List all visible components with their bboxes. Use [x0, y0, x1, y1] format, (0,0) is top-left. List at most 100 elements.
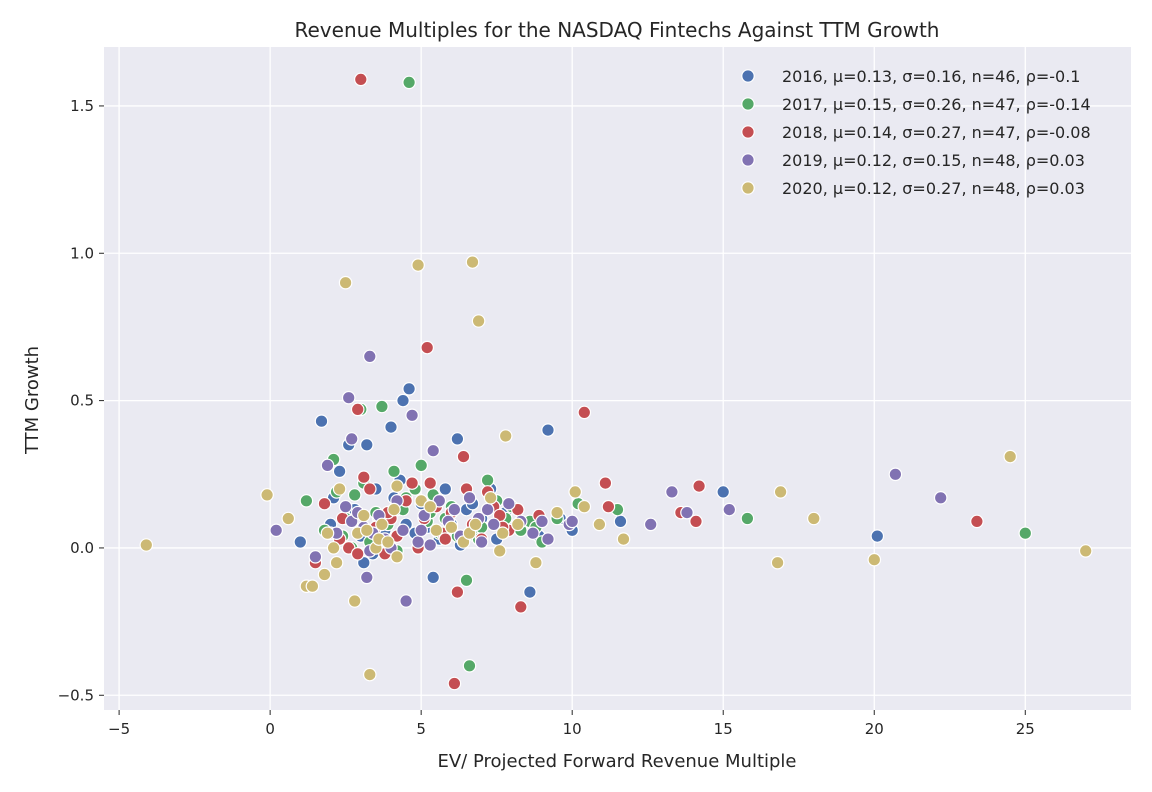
- data-point-series-4: [281, 511, 296, 526]
- data-point-series-3: [888, 467, 903, 482]
- data-point-series-2: [689, 514, 703, 529]
- legend-marker: [741, 69, 755, 83]
- data-point-series-4: [468, 517, 483, 532]
- data-point-series-2: [362, 482, 377, 496]
- data-point-series-4: [444, 520, 459, 535]
- data-point-series-4: [498, 429, 513, 443]
- data-point-series-3: [396, 523, 410, 538]
- data-point-series-0: [314, 414, 329, 428]
- legend-entry-label: 2016, μ=0.13, σ=0.16, n=46, ρ=-0.1: [782, 67, 1080, 86]
- legend-entry-label: 2018, μ=0.14, σ=0.27, n=47, ρ=-0.08: [782, 123, 1091, 142]
- data-point-series-4: [492, 544, 507, 558]
- y-tick-label: 1.0: [70, 244, 94, 262]
- x-tick-label: 0: [265, 720, 275, 738]
- chart-title: Revenue Multiples for the NASDAQ Fintech…: [295, 18, 940, 42]
- data-point-series-3: [414, 523, 428, 538]
- data-point-series-0: [523, 585, 537, 599]
- legend-entry-label: 2020, μ=0.12, σ=0.27, n=48, ρ=0.03: [782, 179, 1085, 198]
- data-point-series-4: [390, 479, 404, 493]
- data-point-series-4: [471, 314, 486, 328]
- data-point-series-2: [317, 496, 332, 511]
- data-point-series-4: [326, 541, 341, 555]
- legend-marker: [741, 97, 755, 111]
- legend-marker: [741, 125, 755, 139]
- x-tick-label: −5: [108, 720, 130, 738]
- legend-entry-label: 2019, μ=0.12, σ=0.15, n=48, ρ=0.03: [782, 151, 1085, 170]
- data-point-series-4: [806, 511, 821, 526]
- x-tick-label: 25: [1016, 720, 1035, 738]
- data-point-series-4: [390, 549, 404, 564]
- data-point-series-4: [387, 502, 401, 517]
- data-point-series-0: [450, 432, 465, 446]
- data-point-series-4: [332, 482, 347, 496]
- data-point-series-4: [577, 499, 592, 514]
- data-point-series-1: [480, 473, 495, 487]
- grid-lines: [104, 47, 1131, 710]
- data-point-series-3: [344, 432, 359, 446]
- x-tick-label: 20: [865, 720, 884, 738]
- data-point-series-2: [350, 402, 365, 417]
- data-point-series-4: [317, 567, 332, 582]
- data-point-series-2: [356, 470, 371, 484]
- data-point-series-4: [338, 275, 353, 290]
- data-point-series-3: [399, 594, 413, 608]
- legend-marker: [741, 181, 755, 195]
- data-point-series-4: [423, 499, 437, 514]
- data-point-series-4: [483, 490, 498, 505]
- data-point-series-4: [359, 523, 374, 538]
- data-point-series-3: [665, 485, 679, 499]
- data-point-series-3: [308, 549, 323, 564]
- x-tick-label: 15: [714, 720, 733, 738]
- data-point-series-1: [740, 511, 755, 526]
- data-point-series-4: [773, 485, 788, 499]
- data-point-series-3: [320, 458, 335, 473]
- data-point-series-4: [381, 535, 395, 549]
- x-axis-label: EV/ Projected Forward Revenue Multiple: [438, 751, 797, 772]
- data-point-series-1: [402, 75, 416, 90]
- data-point-series-3: [680, 505, 694, 520]
- data-point-series-4: [411, 258, 425, 272]
- legend-entry-label: 2017, μ=0.15, σ=0.26, n=47, ρ=-0.14: [782, 95, 1091, 114]
- data-point-series-3: [341, 390, 356, 405]
- data-point-series-0: [332, 464, 347, 479]
- data-point-series-1: [462, 658, 477, 673]
- data-point-series-4: [510, 517, 525, 532]
- data-point-series-3: [486, 517, 501, 532]
- data-point-series-4: [495, 526, 510, 540]
- data-point-series-0: [438, 482, 453, 496]
- data-point-series-4: [429, 523, 444, 538]
- x-tick-label: 10: [563, 720, 582, 738]
- data-points: [139, 72, 1093, 691]
- legend: 2016, μ=0.13, σ=0.16, n=46, ρ=-0.1 2017, …: [741, 67, 1091, 198]
- data-point-series-3: [474, 535, 489, 549]
- data-point-series-4: [375, 517, 389, 532]
- data-point-series-0: [293, 535, 308, 549]
- data-point-series-3: [269, 523, 283, 538]
- data-point-series-2: [513, 600, 528, 614]
- data-point-series-1: [459, 573, 474, 588]
- data-point-series-3: [501, 496, 516, 511]
- y-axis-label: TTM Growth: [22, 346, 43, 455]
- data-point-series-0: [613, 514, 628, 529]
- x-tick-label: 5: [416, 720, 426, 738]
- data-point-series-2: [353, 72, 368, 87]
- data-point-series-3: [565, 514, 579, 529]
- data-point-series-4: [770, 555, 785, 570]
- data-point-series-2: [692, 479, 706, 493]
- data-point-series-4: [465, 255, 480, 269]
- data-point-series-2: [456, 449, 471, 464]
- data-point-series-1: [414, 458, 428, 473]
- data-point-series-3: [426, 443, 440, 458]
- data-point-series-2: [601, 499, 616, 514]
- data-point-series-2: [405, 476, 419, 490]
- data-point-series-0: [402, 381, 416, 396]
- data-point-series-4: [1003, 449, 1017, 464]
- data-point-series-0: [870, 529, 885, 543]
- data-point-series-0: [359, 437, 374, 452]
- y-tick-label: −0.5: [58, 686, 94, 704]
- data-point-series-3: [359, 570, 374, 585]
- data-point-series-3: [480, 502, 495, 517]
- data-point-series-3: [526, 526, 540, 540]
- data-point-series-1: [299, 493, 314, 508]
- data-point-series-3: [722, 502, 737, 517]
